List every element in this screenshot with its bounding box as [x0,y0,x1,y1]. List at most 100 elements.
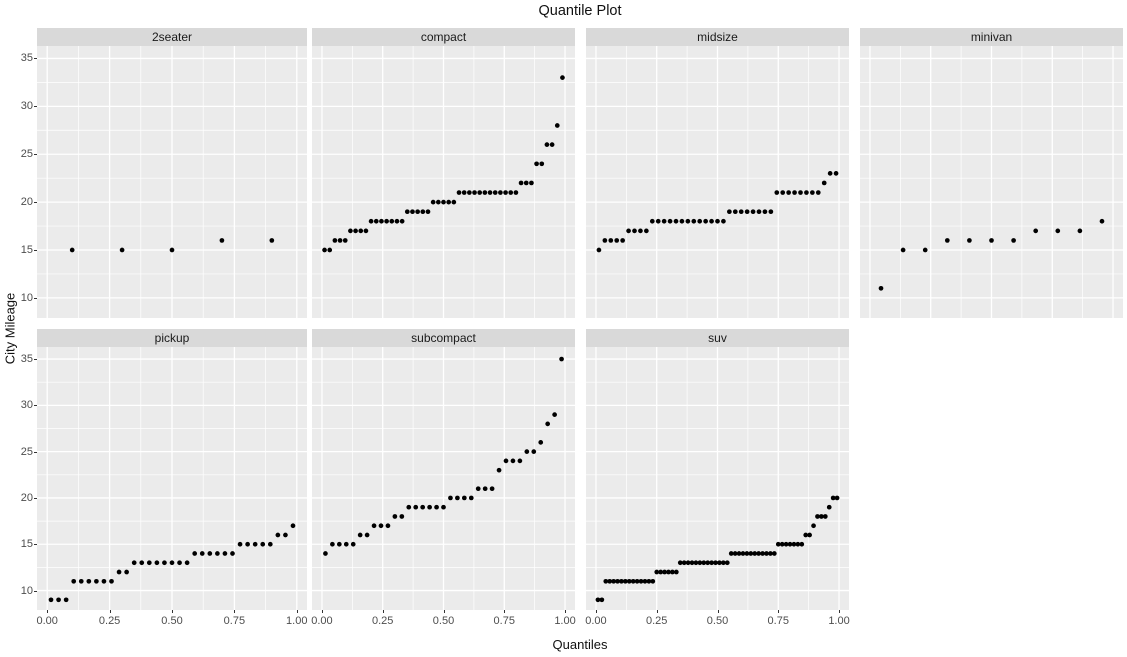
data-point [772,551,777,556]
data-point [786,190,791,195]
data-point [614,238,620,243]
data-point [655,218,661,224]
y-tick-mark [34,297,37,299]
x-tick-label: 1.00 [828,615,850,627]
y-tick-label: 35 [20,353,33,366]
data-point [517,458,523,464]
data-point [245,541,250,547]
x-tick-label: 0.75 [767,615,789,627]
data-point [650,578,656,584]
data-point [878,285,884,291]
data-point [619,578,624,584]
y-tick-mark [34,405,37,407]
data-point [679,218,685,224]
data-point [819,514,824,519]
data-point [658,569,663,575]
data-point [685,560,691,566]
data-point [534,161,539,167]
data-point [523,180,529,186]
x-tick-mark [839,610,841,613]
x-tick-label: 0.50 [706,615,729,627]
data-point [192,551,198,556]
data-point [728,551,734,556]
data-point [371,523,377,529]
x-tick-mark [382,610,384,613]
data-point [322,247,327,253]
x-tick-label: 0.75 [493,615,515,627]
data-point [1033,228,1039,234]
data-point [524,449,530,454]
data-point [709,218,714,224]
data-point [482,190,488,195]
data-point [330,541,335,547]
data-point [795,541,801,547]
data-point [630,578,636,584]
data-point [607,578,613,584]
data-point [169,247,175,253]
data-point [833,171,839,176]
data-point [323,551,328,556]
data-point [620,238,625,243]
data-point [116,569,122,575]
y-tick-label: 20 [20,196,33,209]
data-point [705,560,711,566]
data-point [724,560,730,566]
x-tick-label: 0.00 [585,615,607,627]
data-point [922,247,928,253]
data-point [455,495,460,501]
data-point [689,560,695,566]
data-point [427,504,432,510]
data-point [736,551,742,556]
x-tick-label: 0.25 [98,615,121,627]
data-point [756,551,762,556]
data-point [267,541,273,547]
data-point [595,597,601,603]
y-tick-mark [34,359,37,361]
data-point [715,218,720,224]
data-point [510,458,516,464]
plot-title: Quantile Plot [538,3,622,19]
y-tick-mark [34,497,37,499]
y-tick-label: 15 [20,538,33,551]
data-point [425,209,431,215]
data-point [283,532,288,538]
data-point [518,180,524,186]
data-point [596,247,602,253]
data-point [373,218,379,224]
x-tick-mark [778,610,780,613]
x-tick-mark [443,610,445,613]
data-point [357,532,363,538]
data-point [762,209,768,215]
data-point [1099,218,1105,224]
data-point [1011,238,1016,243]
data-point [666,569,671,575]
data-point [131,560,137,566]
facet-strip-2seater: 2seater [37,28,307,46]
data-point [900,247,906,253]
data-point [608,238,614,243]
data-point [327,247,333,253]
data-point [154,560,160,566]
data-point [290,523,296,529]
data-point [378,523,384,529]
data-point [642,578,648,584]
data-point [632,228,637,234]
x-tick-mark [47,610,49,613]
data-point [703,218,708,224]
data-point [810,190,815,195]
data-point [783,541,789,547]
data-point [834,495,840,501]
y-tick-label: 30 [20,399,33,412]
data-point [779,541,785,547]
data-point [456,190,462,195]
data-point [750,209,756,215]
data-point [560,75,565,80]
data-point [626,578,632,584]
x-tick-label: 0.25 [372,615,394,627]
y-tick-label: 25 [20,148,33,161]
data-point [448,495,453,501]
data-point [638,228,643,234]
data-point [599,597,605,603]
data-point [219,238,225,243]
y-tick-mark [34,58,37,60]
